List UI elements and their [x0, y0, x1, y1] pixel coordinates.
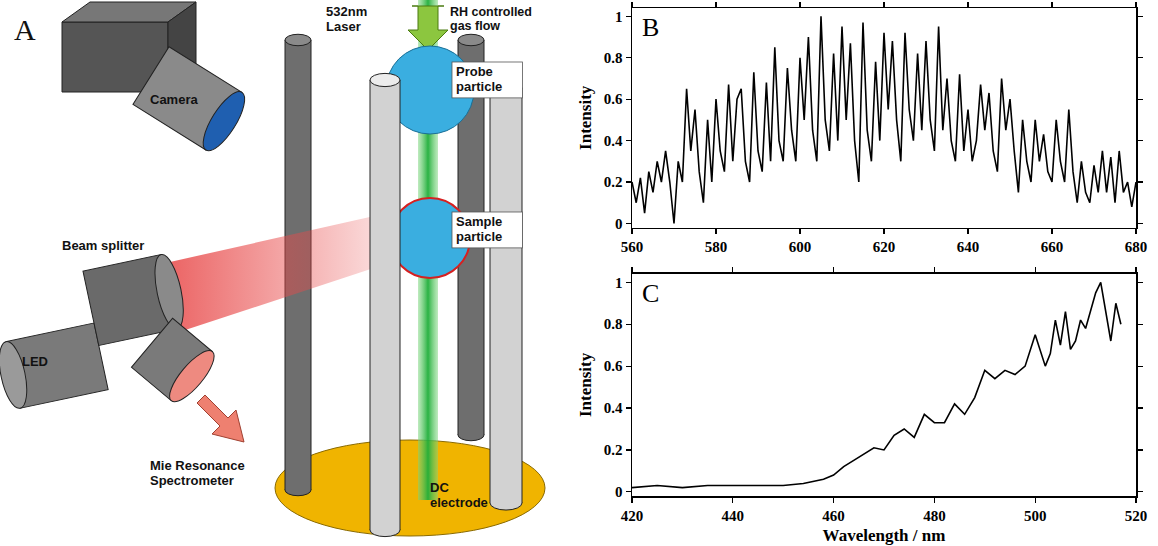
svg-text:LED: LED: [22, 354, 48, 369]
svg-text:0.2: 0.2: [604, 442, 623, 458]
svg-text:580: 580: [705, 239, 728, 255]
svg-text:Wavelength / nm: Wavelength / nm: [823, 526, 946, 545]
svg-text:C: C: [642, 279, 659, 308]
svg-text:Intensity: Intensity: [576, 352, 595, 417]
svg-text:Intensity: Intensity: [576, 85, 595, 150]
svg-text:RH controlledgas flow: RH controlledgas flow: [450, 5, 532, 33]
svg-text:0: 0: [615, 484, 623, 500]
svg-text:1: 1: [615, 275, 623, 291]
svg-text:640: 640: [957, 239, 980, 255]
svg-text:0: 0: [615, 216, 623, 232]
svg-text:Camera: Camera: [150, 92, 198, 107]
svg-text:440: 440: [722, 508, 745, 524]
svg-text:Probeparticle: Probeparticle: [456, 64, 502, 94]
svg-text:0.4: 0.4: [604, 400, 623, 416]
svg-text:620: 620: [873, 239, 896, 255]
svg-text:560: 560: [621, 239, 644, 255]
svg-text:1: 1: [615, 9, 623, 25]
svg-text:Sampleparticle: Sampleparticle: [456, 214, 502, 244]
svg-text:Mie ResonanceSpectrometer: Mie ResonanceSpectrometer: [150, 458, 245, 488]
svg-text:0.8: 0.8: [604, 50, 623, 66]
svg-text:A: A: [14, 13, 36, 46]
svg-text:600: 600: [789, 239, 812, 255]
svg-text:0.8: 0.8: [604, 316, 623, 332]
svg-text:460: 460: [822, 508, 845, 524]
svg-text:480: 480: [923, 508, 946, 524]
svg-text:DCelectrode: DCelectrode: [430, 480, 488, 510]
svg-text:532nmLaser: 532nmLaser: [326, 4, 367, 34]
svg-text:0.6: 0.6: [604, 358, 623, 374]
svg-text:660: 660: [1041, 239, 1064, 255]
svg-text:500: 500: [1024, 508, 1046, 524]
svg-text:0.6: 0.6: [604, 91, 623, 107]
svg-text:0.4: 0.4: [604, 133, 623, 149]
svg-text:680: 680: [1125, 239, 1148, 255]
svg-text:520: 520: [1125, 508, 1148, 524]
svg-text:0.2: 0.2: [604, 174, 623, 190]
svg-text:Beam splitter: Beam splitter: [62, 238, 144, 253]
svg-text:B: B: [642, 13, 659, 42]
svg-text:420: 420: [621, 508, 644, 524]
